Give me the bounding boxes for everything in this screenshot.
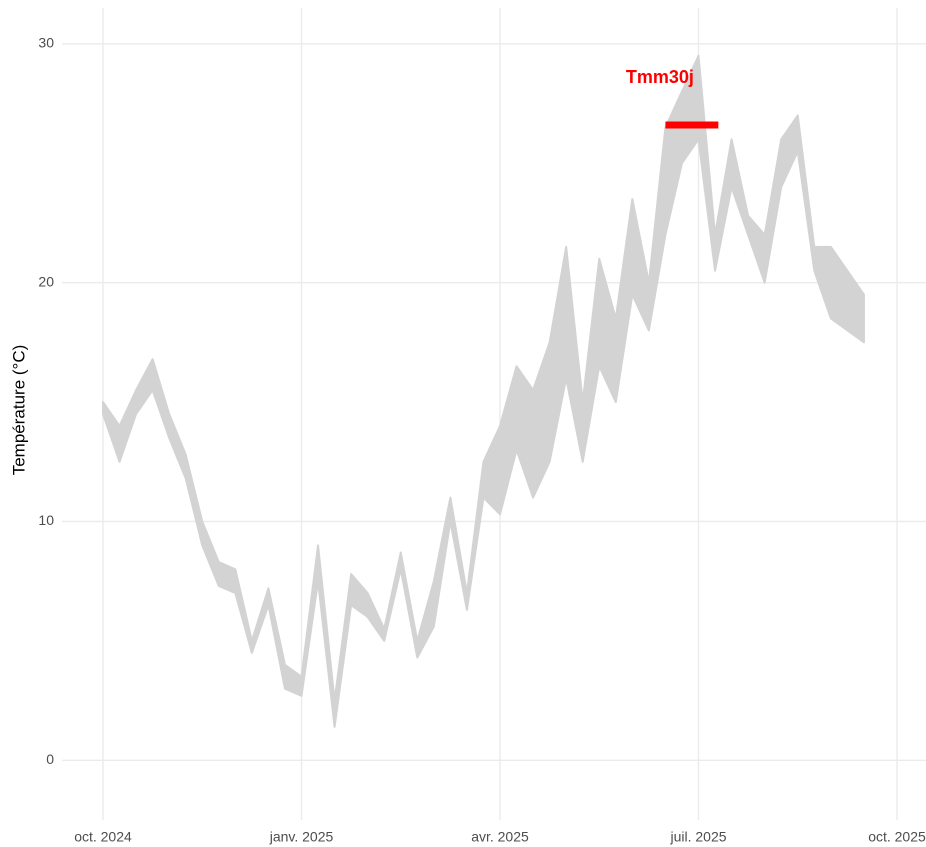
y-tick-label: 10 xyxy=(38,512,54,528)
segment-label: Tmm30j xyxy=(626,67,694,87)
y-axis-label: Température (°C) xyxy=(9,345,28,476)
x-tick-label: avr. 2025 xyxy=(471,829,529,845)
x-tick-label: janv. 2025 xyxy=(269,829,334,845)
y-tick-label: 0 xyxy=(46,751,54,767)
x-tick-label: juil. 2025 xyxy=(669,829,726,845)
y-tick-label: 30 xyxy=(38,35,54,51)
y-tick-label: 20 xyxy=(38,273,54,289)
temperature-band xyxy=(102,54,865,728)
x-tick-label: oct. 2024 xyxy=(74,829,132,845)
x-tick-label: oct. 2025 xyxy=(868,829,926,845)
